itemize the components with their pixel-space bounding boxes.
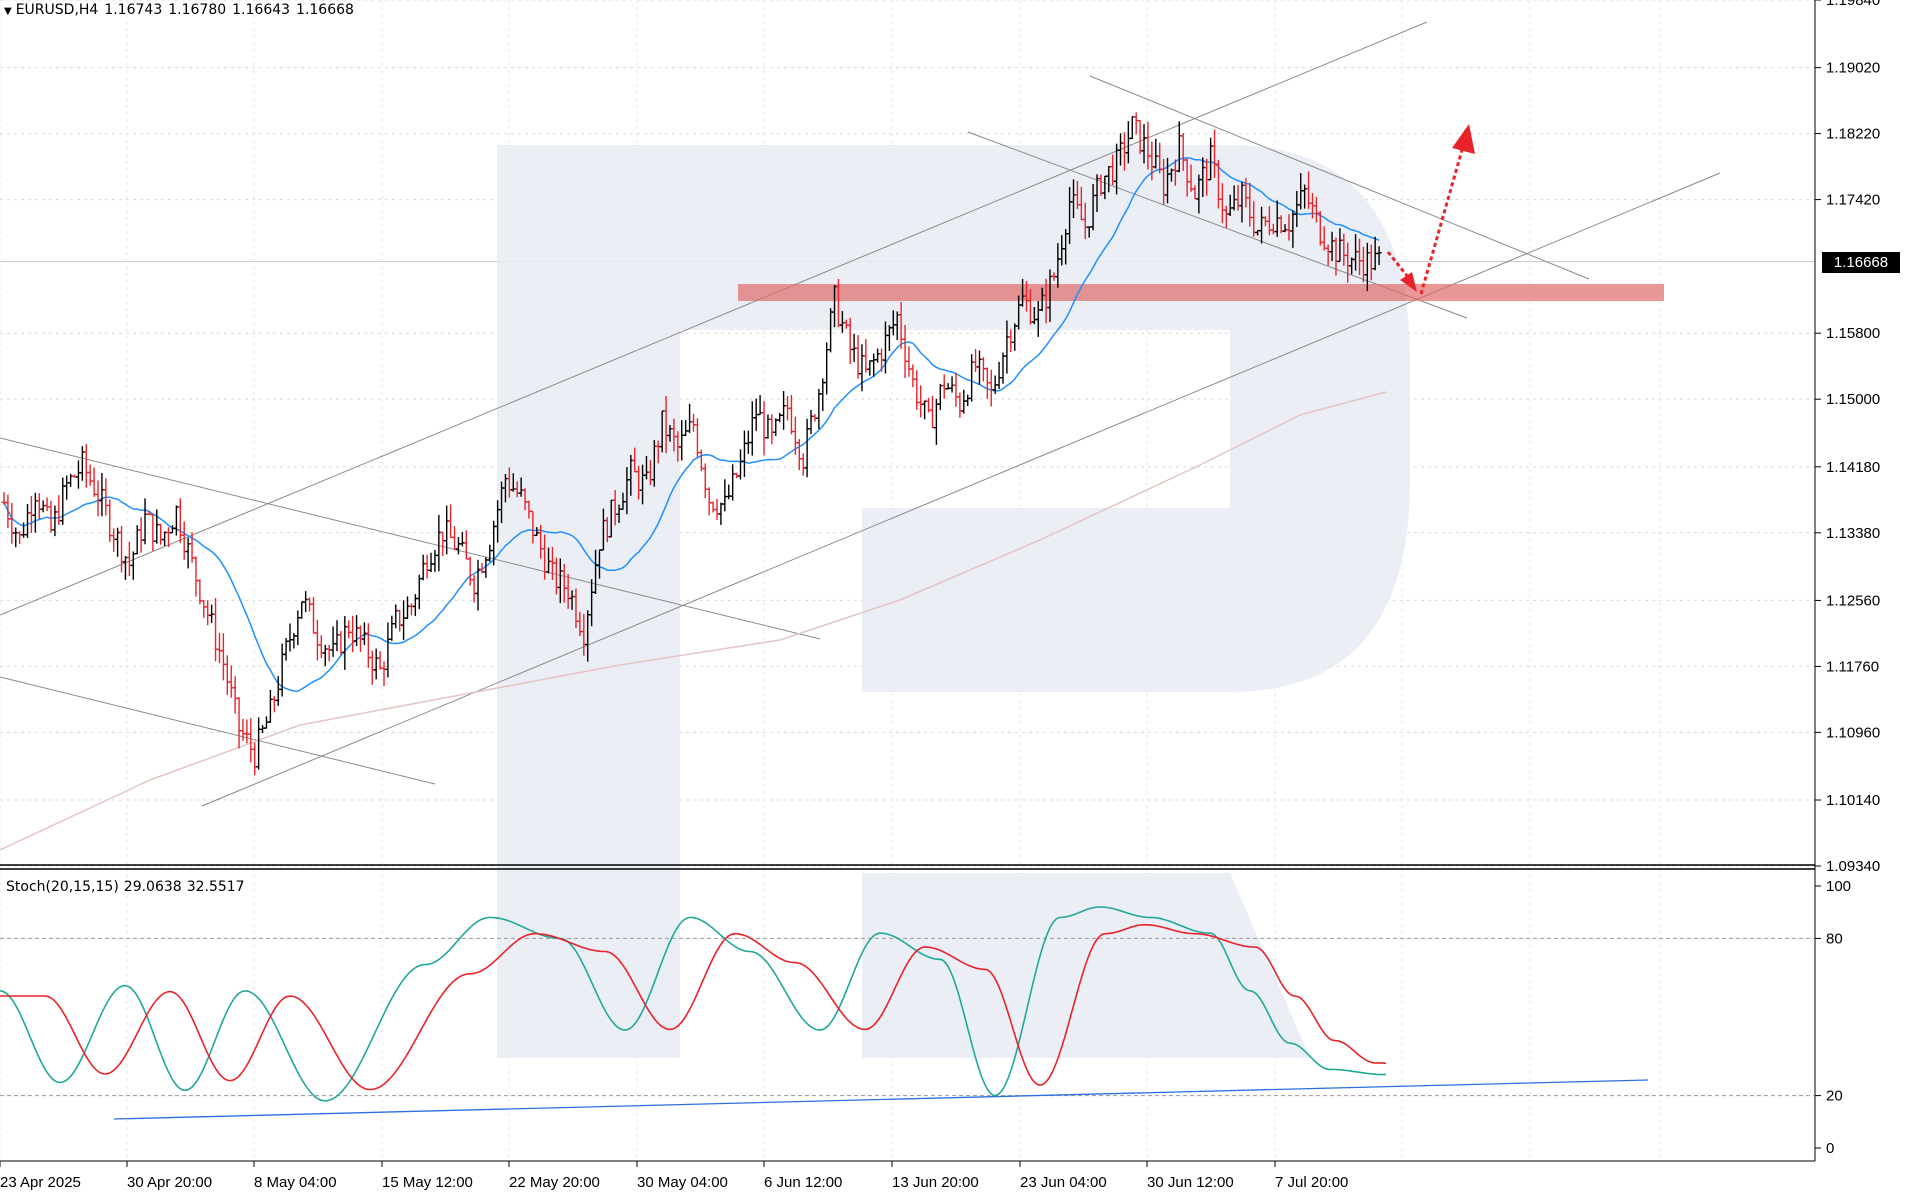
price-tick-label: 1.17420 bbox=[1826, 192, 1880, 209]
stoch-tick-label: 100 bbox=[1826, 878, 1851, 895]
stochastic-label: Stoch(20,15,15) bbox=[6, 879, 119, 895]
price-tick-label: 1.13380 bbox=[1826, 525, 1880, 542]
price-tick-label: 1.14180 bbox=[1826, 459, 1880, 476]
time-tick-label: 30 Apr 20:00 bbox=[127, 1174, 212, 1191]
current-price-label: 1.16668 bbox=[1834, 254, 1888, 271]
price-tick-label: 1.18220 bbox=[1826, 126, 1880, 143]
current-price-tag: 1.16668 bbox=[1822, 252, 1900, 273]
time-tick-label: 30 Jun 12:00 bbox=[1147, 1174, 1234, 1191]
header-open: 1.16743 bbox=[104, 2, 162, 18]
time-tick-label: 23 Apr 2025 bbox=[0, 1174, 81, 1191]
support-zone bbox=[738, 284, 1664, 301]
stochastic-header: Stoch(20,15,15) 29.0638 32.5517 bbox=[6, 879, 250, 895]
price-tick-label: 1.12560 bbox=[1826, 592, 1880, 609]
price-tick-label: 1.09340 bbox=[1826, 858, 1880, 875]
chart-header: ▼ EURUSD,H4 1.16743 1.16780 1.16643 1.16668 bbox=[4, 2, 360, 18]
price-tick-label: 1.19020 bbox=[1826, 60, 1880, 77]
stoch-tick-label: 20 bbox=[1826, 1088, 1843, 1105]
price-tick-label: 1.15800 bbox=[1826, 325, 1880, 342]
header-close: 1.16668 bbox=[296, 2, 354, 18]
header-symbol: EURUSD,H4 bbox=[16, 2, 99, 18]
price-tick-label: 1.10140 bbox=[1826, 792, 1880, 809]
time-tick-label: 7 Jul 20:00 bbox=[1275, 1174, 1348, 1191]
time-tick-label: 30 May 04:00 bbox=[637, 1174, 728, 1191]
stochastic-signal-value: 32.5517 bbox=[187, 879, 245, 895]
price-tick-label: 1.19840 bbox=[1826, 0, 1880, 9]
stochastic-main-value: 29.0638 bbox=[124, 879, 182, 895]
price-tick-label: 1.10960 bbox=[1826, 724, 1880, 741]
time-tick-label: 6 Jun 12:00 bbox=[764, 1174, 842, 1191]
header-low: 1.16643 bbox=[232, 2, 290, 18]
time-tick-label: 15 May 12:00 bbox=[382, 1174, 473, 1191]
time-tick-label: 13 Jun 20:00 bbox=[892, 1174, 979, 1191]
price-tick-label: 1.11760 bbox=[1826, 658, 1879, 675]
stoch-tick-label: 80 bbox=[1826, 930, 1843, 947]
symbol-menu-arrow-icon[interactable]: ▼ bbox=[4, 6, 12, 17]
stoch-tick-label: 0 bbox=[1826, 1140, 1834, 1157]
header-high: 1.16780 bbox=[168, 2, 226, 18]
time-tick-label: 8 May 04:00 bbox=[254, 1174, 337, 1191]
time-tick-label: 23 Jun 04:00 bbox=[1020, 1174, 1107, 1191]
time-tick-label: 22 May 20:00 bbox=[509, 1174, 600, 1191]
price-tick-label: 1.15000 bbox=[1826, 391, 1880, 408]
